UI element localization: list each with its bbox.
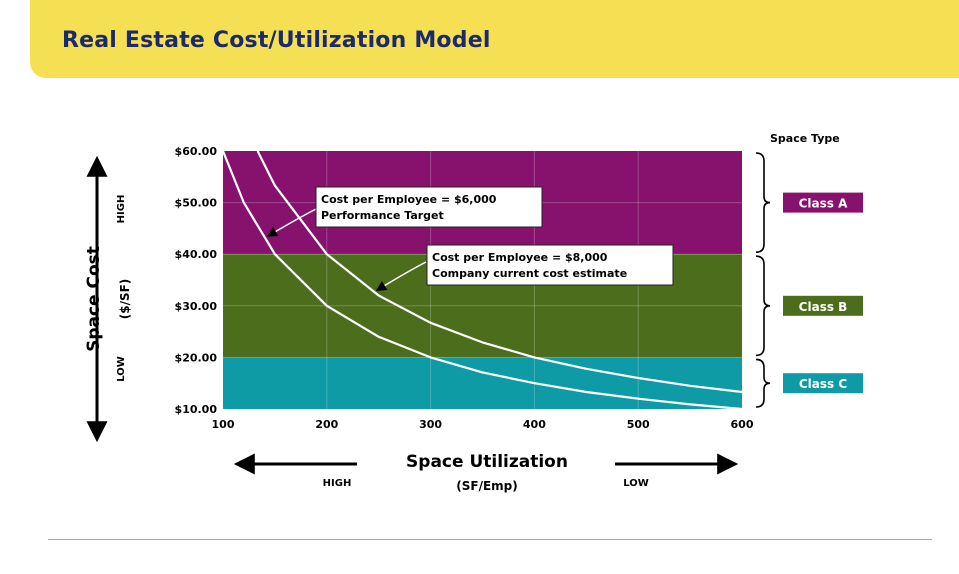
x-tick-label: 200 <box>315 418 338 431</box>
x-tick-label: 100 <box>212 418 235 431</box>
x-tick-label: 400 <box>523 418 546 431</box>
brace-class-c <box>755 358 771 408</box>
class-badge-class-a <box>783 192 863 213</box>
brace-class-a <box>755 152 771 253</box>
class-badge-class-b <box>783 295 863 316</box>
footer-divider <box>48 539 932 540</box>
callout-line-2: Performance Target <box>321 209 444 222</box>
brace-class-b <box>755 255 771 357</box>
header-band <box>30 0 959 78</box>
class-bands <box>223 151 742 409</box>
y-tick-label: $50.00 <box>175 197 218 210</box>
class-label-class-b: Class B <box>799 300 848 314</box>
y-tick-label: $40.00 <box>175 248 218 261</box>
callouts: Cost per Employee = $6,000 Performance Ta… <box>266 186 674 291</box>
class-label-class-c: Class C <box>799 377 847 391</box>
x-axis-title: Space Utilization <box>406 452 568 472</box>
slide-title: Real Estate Cost/Utilization Model <box>62 28 491 53</box>
y-tick-label: $10.00 <box>175 403 218 416</box>
x-tick-label: 500 <box>627 418 650 431</box>
callout-box <box>426 244 674 286</box>
cost-curve-1 <box>221 150 743 411</box>
x-tick-label: 600 <box>731 418 754 431</box>
callout-line-1: Cost per Employee = $8,000 <box>432 251 608 264</box>
callout-box <box>315 186 543 228</box>
y-tick-label: $60.00 <box>175 145 218 158</box>
x-axis-high-label: HIGH <box>323 478 352 489</box>
space-type-heading: Space Type <box>770 132 840 145</box>
y-axis-high-label: HIGH <box>116 195 127 224</box>
cost-curve-2 <box>256 150 743 394</box>
y-tick-label: $30.00 <box>175 300 218 313</box>
tick-labels: $10.00 $20.00 $30.00 $40.00 $50.00 $60.00 100 2… <box>175 145 754 431</box>
y-axis-unit: ($/SF) <box>118 279 132 320</box>
class-badge-class-c <box>783 373 863 394</box>
y-tick-label: $20.00 <box>175 351 218 364</box>
x-axis-unit: (SF/Emp) <box>456 479 517 493</box>
cost-curves <box>221 150 743 411</box>
class-label-class-a: Class A <box>799 197 848 211</box>
callout-leader <box>375 261 427 291</box>
y-axis-low-label: LOW <box>116 356 127 382</box>
x-axis-low-label: LOW <box>623 478 649 489</box>
space-type-braces: Class A Class B Class C <box>755 152 863 408</box>
callout-line-2: Company current cost estimate <box>432 267 627 280</box>
callout-line-1: Cost per Employee = $6,000 <box>321 193 497 206</box>
x-tick-label: 300 <box>419 418 442 431</box>
y-axis-title: Space Cost <box>84 246 104 352</box>
